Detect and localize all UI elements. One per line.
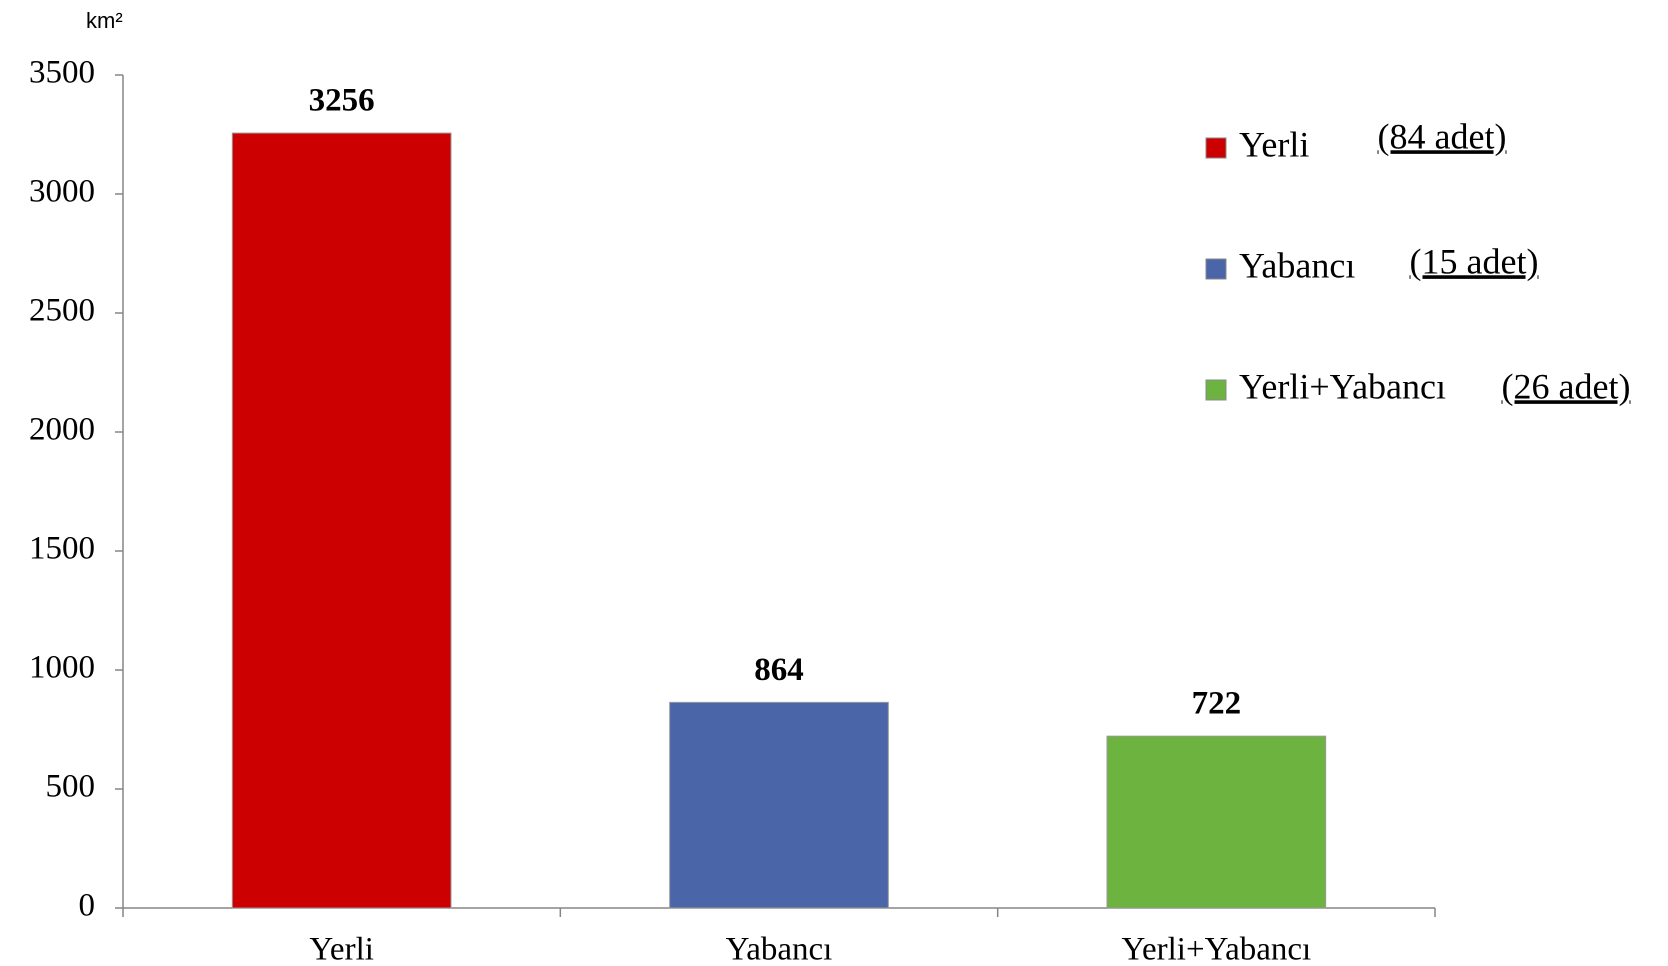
legend-note: (26 adet) xyxy=(1502,366,1631,406)
y-tick-label: 500 xyxy=(46,769,96,805)
bar xyxy=(231,132,452,909)
x-tick-label: Yerli+Yabancı xyxy=(1121,932,1311,966)
value-label: 864 xyxy=(754,652,804,688)
legend-note: (84 adet) xyxy=(1378,116,1507,156)
y-tick-label: 2500 xyxy=(29,293,95,329)
value-label: 3256 xyxy=(309,83,375,119)
y-axis-label: km² xyxy=(86,8,123,33)
x-tick-label: Yerli xyxy=(309,932,374,966)
y-tick-label: 0 xyxy=(79,888,96,924)
y-tick-label: 1500 xyxy=(29,531,95,567)
y-tick-label: 1000 xyxy=(29,650,95,686)
legend-swatch xyxy=(1205,379,1227,401)
legend-note: (15 adet) xyxy=(1410,241,1539,281)
legend-label: Yerli xyxy=(1239,124,1309,164)
value-label: 722 xyxy=(1192,686,1242,722)
y-tick-label: 3500 xyxy=(29,55,95,91)
legend-swatch xyxy=(1205,137,1227,159)
y-tick-label: 2000 xyxy=(29,412,95,448)
legend-label: Yabancı xyxy=(1239,245,1355,285)
legend-swatch xyxy=(1205,258,1227,280)
y-tick-label: 3000 xyxy=(29,174,95,210)
bar xyxy=(669,701,889,909)
legend-label: Yerli+Yabancı xyxy=(1239,366,1446,406)
bar xyxy=(1106,735,1327,909)
x-tick-label: Yabancı xyxy=(726,932,833,966)
